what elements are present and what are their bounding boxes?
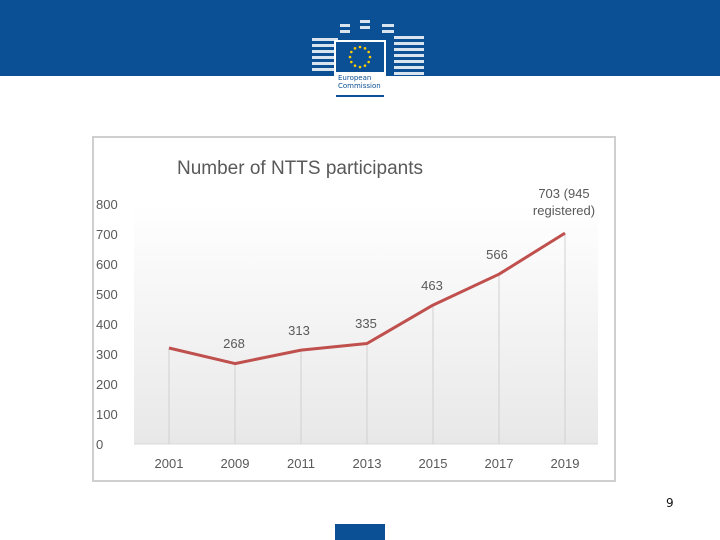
data-label: 566 [486, 247, 508, 262]
logo-text-line-1: European [338, 74, 372, 82]
data-label: 335 [355, 316, 377, 331]
x-tick-label: 2019 [551, 456, 580, 471]
eu-star-icon [363, 47, 367, 50]
eu-star-icon [367, 60, 370, 64]
x-tick-label: 2011 [287, 456, 315, 471]
data-label: 268 [223, 336, 245, 351]
eu-star-icon [358, 45, 362, 49]
y-tick-label: 700 [96, 227, 118, 242]
y-tick-label: 400 [96, 317, 118, 332]
plot-area [134, 204, 598, 444]
y-tick-label: 100 [96, 407, 118, 422]
eu-star-icon [350, 50, 353, 54]
series-line [168, 231, 566, 366]
y-tick-label: 300 [96, 347, 118, 362]
data-label: 463 [421, 278, 443, 293]
data-label: 703 (945 registered) [533, 186, 595, 218]
x-tick-label: 2001 [155, 456, 184, 471]
eu-star-icon [368, 55, 372, 59]
y-tick-label: 0 [96, 437, 103, 452]
eu-star-icon [353, 47, 357, 50]
eu-star-icon [353, 64, 357, 67]
commission-building-icon [312, 20, 424, 98]
y-tick-label: 200 [96, 377, 118, 392]
eu-star-icon [350, 60, 353, 64]
x-tick-label: 2015 [419, 456, 448, 471]
eu-star-icon [367, 50, 370, 54]
line-chart: Number of NTTS participants 0 100 200 300 40… [96, 158, 598, 471]
eu-star-icon [358, 65, 362, 69]
x-tick-label: 2009 [221, 456, 250, 471]
footer-band [335, 524, 385, 540]
x-tick-label: 2017 [485, 456, 514, 471]
chart-title: Number of NTTS participants [177, 158, 423, 179]
slide-number: 9 [666, 496, 674, 510]
eu-star-icon [348, 55, 352, 59]
y-tick-label: 500 [96, 287, 118, 302]
logo-text-line-2: Commission [338, 82, 381, 90]
chart-frame: Number of NTTS participants 0 100 200 300 40… [92, 136, 616, 482]
eu-star-icon [363, 64, 367, 67]
x-tick-label: 2013 [353, 456, 382, 471]
data-label: 313 [288, 323, 310, 338]
y-tick-label: 600 [96, 257, 118, 272]
y-tick-label: 800 [96, 197, 118, 212]
